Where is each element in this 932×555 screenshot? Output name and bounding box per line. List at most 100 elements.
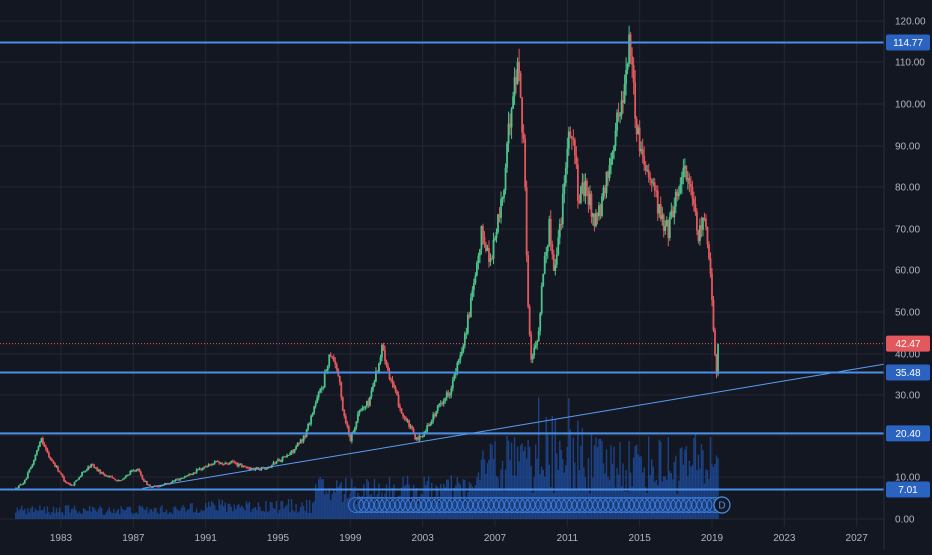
candle-body — [161, 485, 163, 487]
y-tick-label: 120.00 — [895, 17, 926, 28]
volume-bar — [684, 449, 686, 519]
grid — [0, 0, 884, 527]
candle-body — [236, 463, 239, 467]
candle-body — [646, 169, 649, 171]
volume-bar — [622, 463, 624, 519]
candle-body — [415, 437, 418, 440]
event-marker — [623, 497, 640, 513]
volume-bar — [257, 502, 260, 519]
volume-bar — [107, 510, 109, 519]
x-tick-label: 1987 — [122, 533, 145, 544]
candle-body — [706, 227, 709, 245]
volume-bar — [474, 485, 477, 519]
volume-bar — [604, 473, 606, 519]
candle-body — [634, 82, 637, 119]
level-badge-bg — [886, 34, 930, 51]
volume-bar — [226, 511, 228, 519]
candle-body — [628, 34, 631, 64]
candle-body — [45, 446, 47, 450]
candle-body — [468, 314, 471, 318]
candle-body — [356, 414, 359, 422]
event-marker — [467, 497, 484, 513]
volume-bar — [331, 493, 333, 519]
candle-body — [84, 471, 87, 473]
candle-body — [601, 196, 603, 216]
volume-bar — [37, 510, 40, 519]
volume-bar — [364, 501, 367, 519]
volume-bar — [379, 500, 382, 519]
candle-body — [364, 406, 367, 408]
event-marker — [457, 497, 474, 513]
candle-body — [216, 460, 219, 462]
event-marker — [602, 497, 619, 513]
event-marker — [426, 497, 442, 513]
event-marker — [592, 497, 609, 513]
candle-body — [400, 408, 403, 414]
volume-bar — [212, 502, 214, 519]
volume-bar — [203, 510, 205, 519]
candle-body — [369, 397, 371, 406]
candle-body — [289, 453, 291, 456]
volume-bar — [489, 443, 492, 519]
candle-body — [429, 424, 432, 427]
event-marker — [415, 497, 432, 513]
candle-body — [350, 432, 353, 442]
candle-body — [218, 461, 221, 464]
volume-bar — [102, 514, 104, 519]
volume-bar — [339, 484, 341, 519]
candle-body — [57, 466, 59, 471]
volume-bar — [189, 503, 192, 519]
volume-bar — [632, 457, 635, 519]
candle-body — [269, 466, 272, 468]
volume-bar — [217, 510, 219, 519]
candle-body — [424, 431, 427, 433]
y-tick-label: 100.00 — [895, 100, 926, 111]
volume-bar — [215, 509, 217, 519]
volume-bar — [114, 513, 116, 519]
volume-bar — [78, 511, 80, 519]
candle-body — [370, 390, 373, 398]
candle-body — [347, 426, 350, 435]
y-tick-label: 90.00 — [895, 142, 920, 153]
candle-body — [173, 480, 175, 482]
volume-bar — [682, 464, 685, 519]
candle-body — [596, 213, 599, 217]
candle-body — [353, 427, 356, 432]
candle-body — [189, 473, 192, 475]
volume-bar — [155, 507, 157, 519]
candle-body — [97, 469, 100, 471]
candle-body — [164, 483, 166, 485]
volume-bar — [233, 504, 235, 519]
volume-bar — [188, 508, 190, 519]
candle-body — [482, 225, 484, 237]
candle-body — [489, 258, 492, 263]
candle-body — [88, 466, 91, 468]
candle-body — [555, 254, 558, 265]
volume-bar — [563, 472, 566, 519]
candle-body — [94, 467, 97, 469]
volume-bar — [461, 500, 463, 519]
candle-body — [355, 421, 358, 428]
candle-body — [543, 255, 546, 274]
volume-bar — [42, 509, 44, 519]
volume-bar — [646, 492, 648, 519]
volume-bar — [31, 506, 34, 519]
candle-body — [334, 360, 337, 365]
event-marker — [634, 497, 650, 513]
candle-body — [515, 77, 517, 84]
candle-body — [471, 290, 474, 298]
candle-body — [320, 388, 323, 390]
event-marker — [478, 497, 494, 513]
candle-body — [513, 77, 516, 97]
volume-bar — [81, 513, 83, 519]
candle-body — [711, 273, 713, 301]
candle-body — [46, 449, 49, 453]
volume-bar — [280, 500, 282, 519]
volume-bar — [596, 447, 599, 519]
candle-body — [700, 225, 703, 230]
volume-bar — [376, 494, 379, 519]
volume-bar — [274, 508, 276, 519]
volume-bar — [647, 436, 650, 519]
volume-bar — [360, 497, 362, 519]
